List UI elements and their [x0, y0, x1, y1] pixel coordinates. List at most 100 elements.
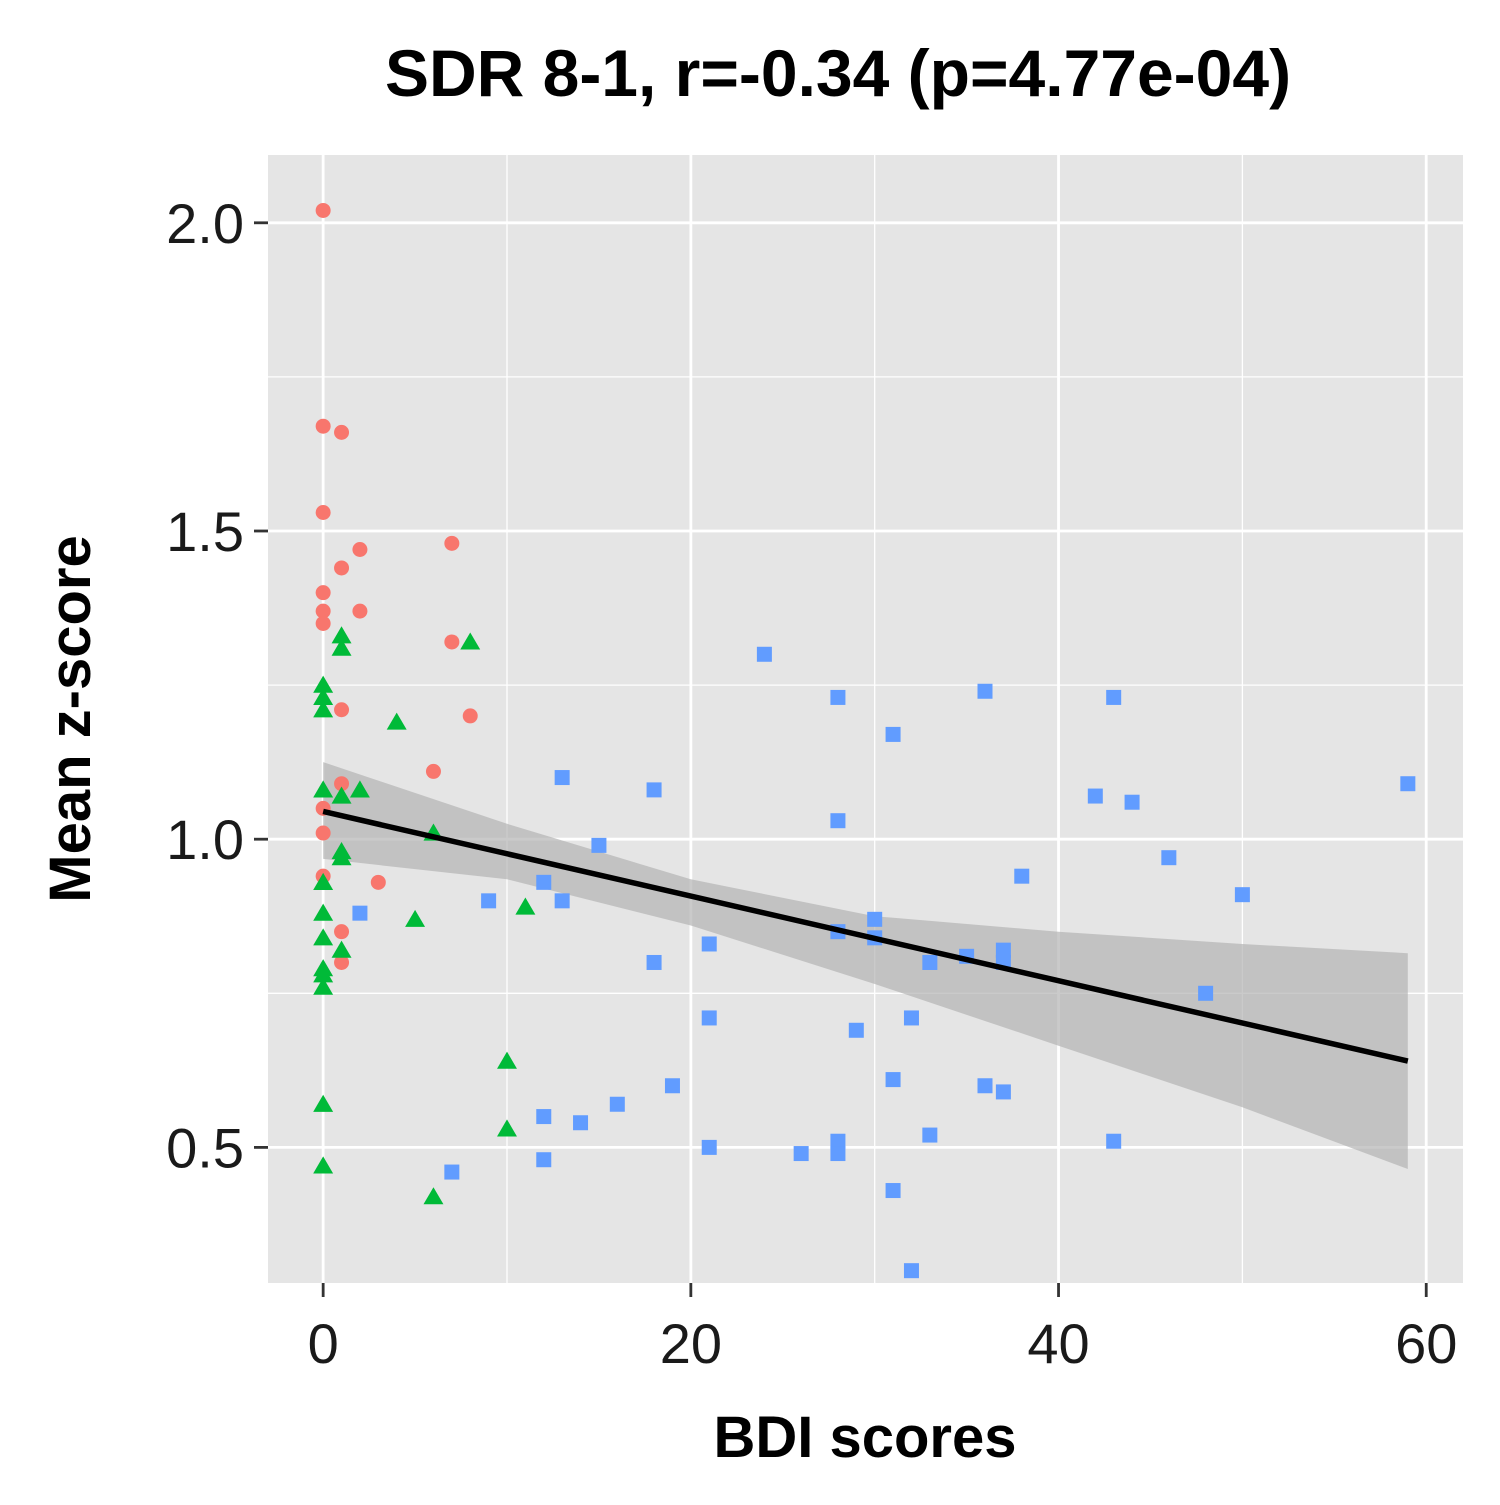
data-point-square [554, 770, 570, 786]
data-point-square [536, 1152, 552, 1168]
x-tick-label: 0 [308, 1312, 339, 1375]
data-point-triangle [515, 897, 536, 915]
data-point-square [830, 689, 846, 705]
data-point-triangle [313, 872, 334, 890]
data-point-triangle [313, 977, 334, 995]
regression-line-layer [322, 808, 1409, 1064]
data-point-square [664, 1078, 680, 1094]
axes: 0.5 1.0 1.5 2.0 0 20 40 60 [166, 192, 1457, 1375]
data-point-square [1106, 1133, 1122, 1149]
data-point-circle [444, 535, 460, 551]
confidence-band [323, 762, 1408, 1169]
x-tick-label: 20 [660, 1312, 722, 1375]
data-point-square [830, 813, 846, 829]
data-point-circle [334, 424, 350, 440]
data-point-square [903, 1010, 919, 1026]
y-tick-label: 1.0 [166, 808, 244, 871]
data-point-circle [425, 763, 441, 779]
data-point-square [1234, 887, 1250, 903]
data-point-square [885, 1072, 901, 1088]
data-point-square [793, 1146, 809, 1162]
data-point-square [1161, 850, 1177, 866]
data-point-square [554, 893, 570, 909]
data-point-square [977, 683, 993, 699]
chart-title: SDR 8-1, r=-0.34 (p=4.77e-04) [385, 36, 1291, 110]
data-point-square [701, 1010, 717, 1026]
data-point-square [1014, 868, 1030, 884]
data-point-circle [462, 708, 478, 724]
data-point-square [830, 1133, 846, 1149]
data-point-triangle [386, 712, 407, 730]
data-point-square [995, 942, 1011, 958]
data-point-triangle [313, 700, 334, 718]
data-point-triangle [405, 909, 426, 927]
y-axis-label: Mean z-score [38, 535, 103, 902]
data-point-triangle [313, 1156, 334, 1174]
data-point-square [1400, 776, 1416, 792]
data-point-square [646, 782, 662, 798]
data-point-circle [444, 634, 460, 650]
data-point-square [536, 874, 552, 890]
data-point-triangle [313, 903, 334, 921]
data-point-circle [334, 560, 350, 576]
data-point-triangle [331, 638, 352, 656]
data-point-square [536, 1109, 552, 1125]
data-point-triangle [423, 1187, 444, 1205]
y-tick-label: 2.0 [166, 192, 244, 255]
data-point-square [444, 1164, 460, 1180]
data-point-square [1124, 794, 1140, 810]
data-point-square [352, 905, 368, 921]
data-point-circle [315, 202, 331, 218]
data-point-square [646, 954, 662, 970]
data-point-square [977, 1078, 993, 1094]
data-point-square [591, 837, 607, 853]
data-point-square [481, 893, 497, 909]
data-point-triangle [349, 780, 370, 798]
data-point-circle [334, 776, 350, 792]
data-point-circle [334, 702, 350, 718]
data-point-circle [315, 418, 331, 434]
data-point-triangle [313, 780, 334, 798]
data-point-square [609, 1096, 625, 1112]
data-point-square [995, 1084, 1011, 1100]
data-point-triangle [331, 626, 352, 644]
data-point-circle [315, 603, 331, 619]
data-point-square [885, 726, 901, 742]
data-point-square [922, 1127, 938, 1143]
data-point-square [1106, 689, 1122, 705]
x-tick-label: 40 [1027, 1312, 1089, 1375]
data-point-triangle [313, 965, 334, 983]
data-point-square [867, 911, 883, 927]
regression-line [322, 808, 1409, 1064]
data-point-triangle [460, 632, 481, 650]
data-point-square [573, 1115, 589, 1131]
data-point-triangle [313, 1094, 334, 1112]
data-point-circle [334, 924, 350, 940]
data-point-circle [352, 541, 368, 557]
data-point-square [701, 936, 717, 952]
data-point-circle [315, 585, 331, 601]
data-point-circle [315, 615, 331, 631]
data-point-triangle [331, 786, 352, 804]
y-tick-label: 0.5 [166, 1116, 244, 1179]
data-point-triangle [497, 1051, 517, 1069]
x-tick-label: 60 [1395, 1312, 1457, 1375]
data-point-square [848, 1022, 864, 1038]
data-point-square [903, 1263, 919, 1279]
data-point-square [701, 1139, 717, 1155]
data-point-square [756, 646, 772, 662]
data-point-triangle [497, 1119, 517, 1137]
data-point-triangle [331, 848, 352, 866]
data-point-triangle [313, 928, 334, 946]
data-point-square [922, 954, 938, 970]
data-point-triangle [331, 940, 352, 958]
data-point-square [830, 1146, 846, 1162]
data-point-square [885, 1183, 901, 1199]
data-point-triangle [313, 687, 334, 706]
data-point-square [1087, 788, 1103, 804]
data-point-circle [370, 874, 386, 890]
data-point-circle [352, 603, 368, 619]
data-point-triangle [313, 675, 334, 693]
